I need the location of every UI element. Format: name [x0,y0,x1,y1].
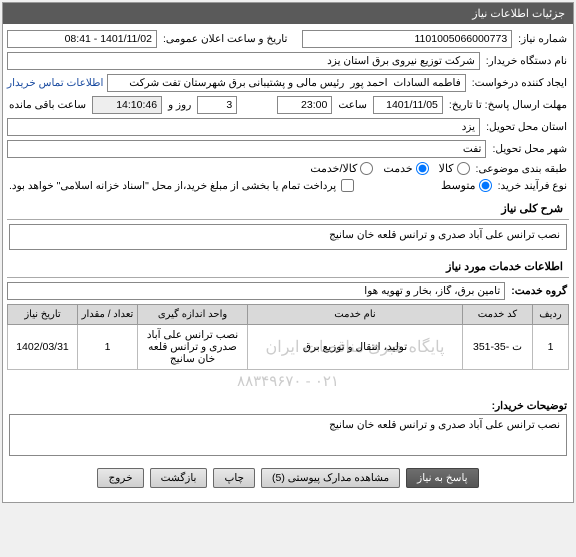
cell-date: 1402/03/31 [16,341,69,353]
th-name: نام خدمت [248,305,463,325]
process-radio-group: متوسط [441,179,492,192]
city-label: شهر محل تحویل: [490,143,569,155]
day-label: روز و [166,99,193,111]
deadline-date-input[interactable] [373,96,443,114]
th-date: تاریخ نیاز [8,305,78,325]
back-button[interactable]: بازگشت [150,468,208,488]
pay-note-checkbox[interactable] [341,179,354,192]
attachments-button[interactable]: مشاهده مدارک پیوستی (5) [261,468,400,488]
deadline-label: مهلت ارسال پاسخ: تا تاریخ: [447,99,569,111]
time-left-input[interactable] [92,96,162,114]
radio-service[interactable]: خدمت [383,162,428,175]
pay-note-label: پرداخت تمام یا بخشی از مبلغ خرید،از محل … [7,180,338,192]
need-no-label: شماره نیاز: [516,33,569,45]
services-table: ردیف کد خدمت نام خدمت واحد اندازه گیری ت… [7,304,569,392]
remain-label: ساعت باقی مانده [7,99,88,111]
th-idx: ردیف [533,305,569,325]
panel-title: جزئیات اطلاعات نیاز [3,3,573,24]
panel-body: شماره نیاز: تاریخ و ساعت اعلان عمومی: نا… [3,24,573,502]
buyer-notes-section: توضیحات خریدار: نصب ترانس علی آباد صدری … [9,400,567,456]
need-no-input[interactable] [302,30,512,48]
th-qty: تعداد / مقدار [78,305,138,325]
table-watermark-row: ۰۲۱ - ۸۸۳۴۹۶۷۰ [8,370,569,393]
service-info-title: اطلاعات خدمات مورد نیاز [7,256,569,278]
cell-code: ت -35-351 [473,341,522,353]
city-input[interactable] [7,140,486,158]
radio-goods[interactable]: کالا [439,162,470,175]
service-group-label: گروه خدمت: [509,285,569,297]
buyer-org-label: نام دستگاه خریدار: [484,55,569,67]
th-code: کد خدمت [463,305,533,325]
days-left-input[interactable] [197,96,237,114]
th-unit: واحد اندازه گیری [138,305,248,325]
time-label-1: ساعت [336,99,369,111]
respond-button[interactable]: پاسخ به نیاز [406,468,478,488]
cell-unit: نصب ترانس علی آباد صدری و ترانس قلعه خان… [147,329,238,365]
buyer-notes-box: نصب ترانس علی آباد صدری و ترانس قلعه خان… [9,414,567,456]
table-row: 1 ت -35-351 پایگاه خبری مناقصات ایران تو… [8,325,569,370]
radio-medium[interactable]: متوسط [441,179,492,192]
radio-goods-service[interactable]: کالا/خدمت [310,162,373,175]
process-label: نوع فرآیند خرید: [496,180,569,192]
details-panel: جزئیات اطلاعات نیاز شماره نیاز: تاریخ و … [2,2,574,503]
announce-label: تاریخ و ساعت اعلان عمومی: [161,33,289,45]
service-group-input[interactable] [7,282,505,300]
buyer-org-input[interactable] [7,52,480,70]
announce-input[interactable] [7,30,157,48]
table-header-row: ردیف کد خدمت نام خدمت واحد اندازه گیری ت… [8,305,569,325]
subject-radio-group: کالا خدمت کالا/خدمت [310,162,469,175]
footer-buttons: پاسخ به نیاز مشاهده مدارک پیوستی (5) چاپ… [7,460,569,496]
creator-input[interactable] [107,74,465,92]
creator-label: ایجاد کننده درخواست: [470,77,569,89]
exit-button[interactable]: خروج [97,468,143,488]
subject-class-label: طبقه بندی موضوعی: [474,163,569,175]
contact-link[interactable]: اطلاعات تماس خریدار [7,77,103,89]
cell-qty: 1 [105,341,111,353]
buyer-notes-label: توضیحات خریدار: [9,400,567,412]
watermark-phone: ۰۲۱ - ۸۸۳۴۹۶۷۰ [8,370,569,393]
pay-note-check[interactable]: پرداخت تمام یا بخشی از مبلغ خرید،از محل … [7,179,354,192]
cell-idx: 1 [548,341,554,353]
cell-name: تولید، انتقال و توزیع برق [303,341,407,353]
deadline-time-input[interactable] [277,96,332,114]
print-button[interactable]: چاپ [213,468,255,488]
overall-desc-title: شرح کلی نیاز [7,198,569,220]
province-input[interactable] [7,118,480,136]
overall-desc-box: نصب ترانس علی آباد صدری و ترانس قلعه خان… [9,224,567,250]
province-label: استان محل تحویل: [484,121,569,133]
